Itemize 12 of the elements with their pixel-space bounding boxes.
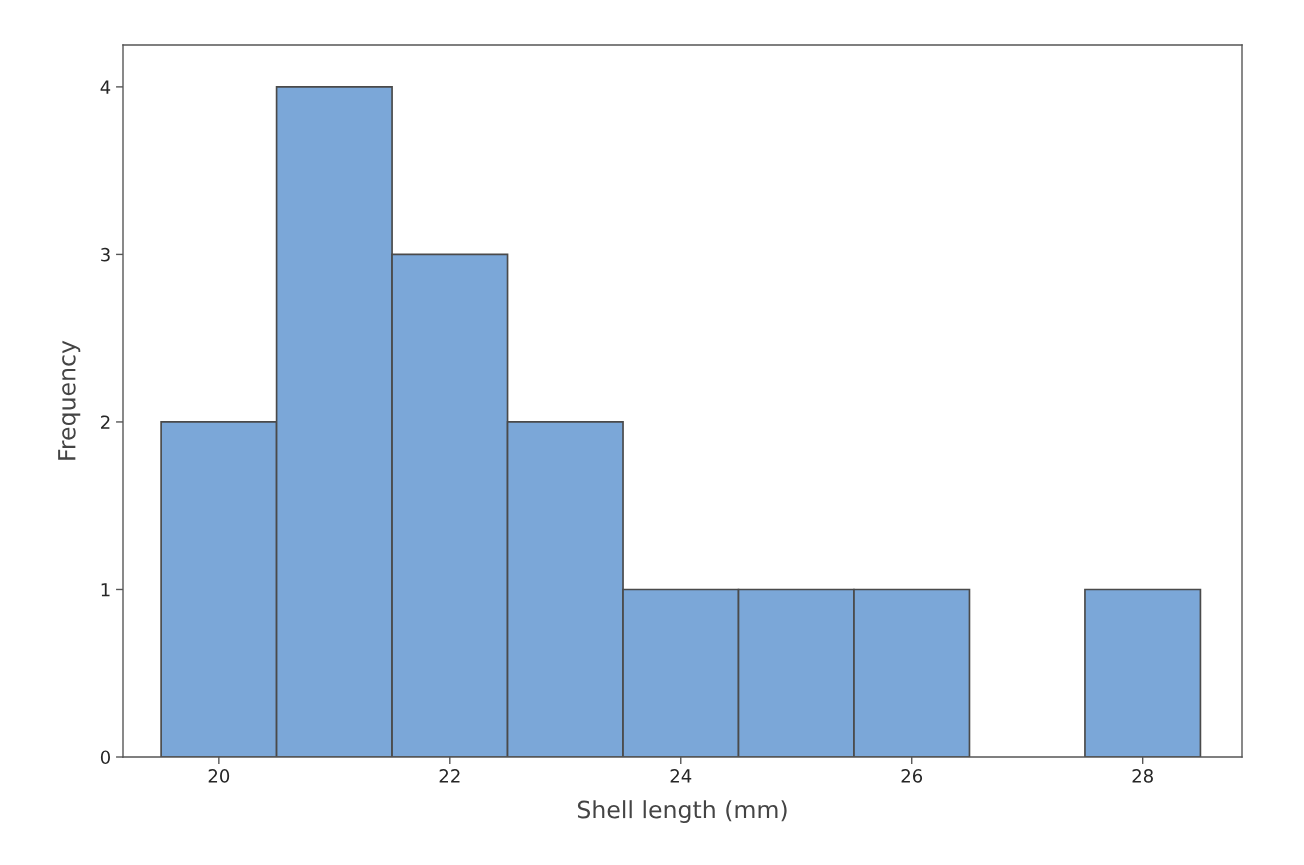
- x-axis-title: Shell length (mm): [577, 800, 787, 824]
- y-axis-title: Frequency: [58, 340, 81, 460]
- y-tick-label: 2: [101, 415, 110, 429]
- y-tick-label: 4: [100, 80, 111, 94]
- x-tick-label: 26: [901, 769, 923, 783]
- x-tick-label: 24: [670, 769, 692, 783]
- x-tick-label: 28: [1132, 769, 1153, 783]
- y-tick-label: 3: [101, 247, 110, 262]
- y-tick-label: 0: [100, 750, 110, 765]
- y-tick-label: 1: [101, 583, 110, 597]
- x-tick-label: 22: [439, 769, 460, 783]
- x-tick-label: 20: [208, 769, 230, 783]
